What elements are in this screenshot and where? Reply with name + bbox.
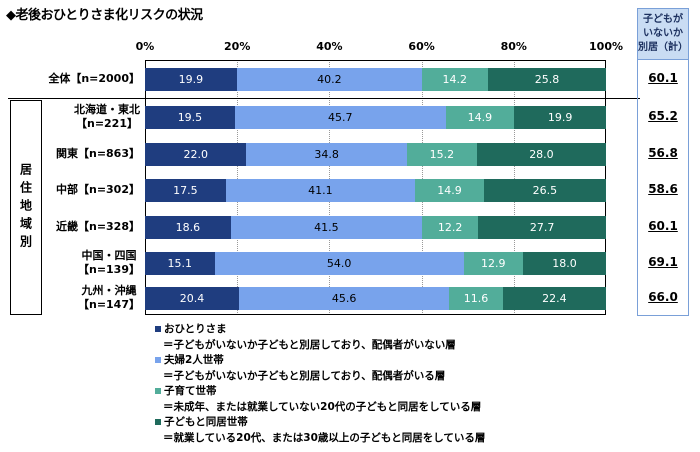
bar-segment: 19.9 (145, 67, 237, 91)
category-label-line: 中部【n=302】 (55, 183, 140, 196)
category-label-line: 中国・四国 (81, 249, 137, 262)
side-column-value: 65.2 (648, 109, 678, 123)
bar-segment: 17.5 (145, 178, 226, 202)
bar-segment: 28.0 (476, 142, 606, 166)
bar-segment: 54.0 (214, 251, 464, 275)
bar-segment: 14.2 (422, 67, 488, 91)
side-column-value: 60.1 (648, 219, 678, 233)
category-label: 北海道・東北 【n=221】 (74, 103, 140, 131)
legend-label: おひとりさま (164, 323, 227, 335)
side-column-header: 子どもが いないか 別居（計） (637, 8, 689, 60)
bar-segment: 27.7 (478, 215, 606, 239)
category-label-line: 【n=221】 (75, 117, 138, 130)
bar-segment: 20.4 (145, 286, 240, 310)
bar-segment: 40.2 (236, 67, 423, 91)
chart-title: ◆老後おひとりさま化リスクの状況 (6, 8, 203, 23)
category-label: 九州・沖縄 【n=147】 (78, 284, 140, 312)
bar-segment: 22.4 (502, 286, 606, 310)
bar-segment: 14.9 (415, 178, 484, 202)
x-tick-label: 20% (224, 40, 251, 53)
category-label: 関東【n=863】 (56, 147, 140, 161)
bar-segment: 41.5 (230, 215, 423, 239)
side-column-value: 60.1 (648, 71, 678, 85)
side-column-value: 66.0 (648, 290, 678, 304)
legend-label: 子育て世帯 (164, 385, 217, 397)
legend-label: 夫婦2人世帯 (164, 354, 224, 366)
x-tick-label: 60% (408, 40, 435, 53)
legend-item: 子育て世帯 (155, 384, 217, 398)
side-column-value: 56.8 (648, 146, 678, 160)
category-label: 近畿【n=328】 (56, 220, 140, 234)
category-label-line: 近畿【n=328】 (55, 220, 140, 233)
legend-item: おひとりさま (155, 322, 227, 336)
bar-segment: 12.2 (422, 215, 479, 239)
legend-description: ＝子どもがいないか子どもと別居しており、配偶者がいない層 (163, 339, 456, 351)
bar-segment: 11.6 (449, 286, 503, 310)
legend-swatch (155, 419, 161, 425)
category-label-line: 関東【n=863】 (55, 147, 140, 160)
bar-segment: 22.0 (145, 142, 247, 166)
bar-segment: 26.5 (483, 178, 606, 202)
category-label: 中国・四国 【n=139】 (78, 249, 140, 277)
side-column-value: 69.1 (648, 255, 678, 269)
x-tick-label: 0% (135, 40, 155, 53)
bar-segment: 15.1 (145, 251, 215, 275)
legend-swatch (155, 388, 161, 394)
category-label-line: 【n=147】 (77, 298, 140, 311)
bar-segment: 45.7 (234, 105, 446, 129)
legend-description: ＝子どもがいないか子どもと別居しており、配偶者がいる層 (163, 370, 446, 382)
category-label-line: 【n=139】 (77, 263, 140, 276)
bar-segment: 19.5 (145, 105, 235, 129)
bar-segment: 18.0 (523, 251, 606, 275)
group-label: 居住地域別 (18, 162, 33, 253)
legend-swatch (155, 357, 161, 363)
category-label-line: 北海道・東北 (74, 103, 140, 116)
side-header-line: いないか (643, 28, 683, 39)
side-column-value: 58.6 (648, 182, 678, 196)
legend-label: 子どもと同居世帯 (164, 416, 248, 428)
bar-segment: 12.9 (463, 251, 524, 275)
category-label-line: 全体【n=2000】 (48, 72, 140, 85)
bar-segment: 14.9 (445, 105, 515, 129)
bar-segment: 25.8 (487, 67, 607, 91)
side-header-line: 子どもが (643, 14, 683, 25)
bar-segment: 18.6 (145, 215, 231, 239)
x-tick-label: 100% (589, 40, 623, 53)
x-tick-label: 40% (316, 40, 343, 53)
legend-item: 子どもと同居世帯 (155, 415, 248, 429)
category-label: 全体【n=2000】 (48, 72, 140, 86)
total-separator-line (8, 98, 640, 99)
bar-segment: 19.9 (514, 105, 606, 129)
legend-description: ＝就業している20代、または30歳以上の子どもと同居をしている層 (163, 432, 486, 444)
category-label: 中部【n=302】 (56, 183, 140, 197)
bar-segment: 41.1 (225, 178, 416, 202)
bar-segment: 45.6 (239, 286, 450, 310)
x-tick-label: 80% (500, 40, 527, 53)
category-label-line: 九州・沖縄 (81, 284, 137, 297)
legend-item: 夫婦2人世帯 (155, 353, 224, 367)
group-label-box: 居住地域別 (10, 100, 42, 315)
legend-swatch (155, 326, 161, 332)
side-header-line: 別居（計） (638, 42, 688, 53)
legend-description: ＝未成年、または就業していない20代の子どもと同居をしている層 (163, 401, 482, 413)
bar-segment: 34.8 (246, 142, 407, 166)
bar-segment: 15.2 (406, 142, 477, 166)
